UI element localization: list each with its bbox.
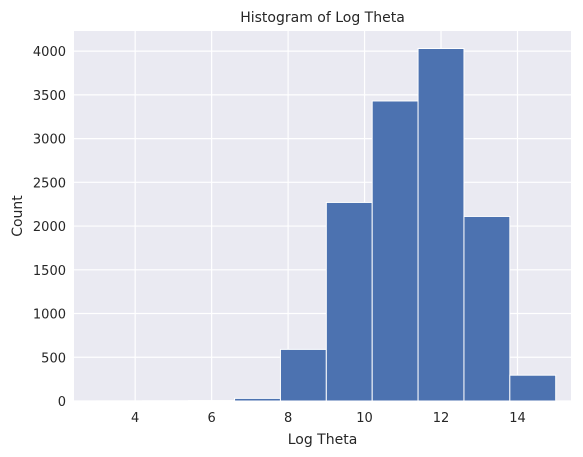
y-tick-label: 4000 — [33, 45, 66, 60]
y-tick-label: 0 — [58, 395, 66, 410]
y-tick-label: 1500 — [33, 264, 66, 279]
x-tick-label: 12 — [433, 411, 450, 426]
y-tick-label: 1000 — [33, 308, 66, 323]
x-tick-label: 8 — [284, 411, 292, 426]
x-tick-labels: 4 6 8 10 12 14 — [131, 411, 526, 426]
y-axis-label: Count — [10, 195, 26, 237]
histogram-bars — [96, 47, 557, 402]
x-tick-label: 10 — [356, 411, 373, 426]
x-tick-label: 6 — [207, 411, 215, 426]
y-tick-labels: 0 500 1000 1500 2000 2500 3000 3500 4000 — [33, 45, 66, 410]
y-tick-label: 3500 — [33, 89, 66, 104]
histogram-bar — [279, 348, 327, 402]
histogram-bar — [509, 374, 557, 402]
histogram-bar — [417, 47, 465, 402]
y-tick-label: 2000 — [33, 220, 66, 235]
chart-title: Histogram of Log Theta — [240, 10, 405, 26]
x-tick-label: 14 — [509, 411, 526, 426]
y-tick-label: 2500 — [33, 176, 66, 191]
histogram-bar — [325, 201, 373, 402]
y-tick-label: 500 — [41, 351, 66, 366]
histogram-bar — [463, 215, 511, 402]
x-tick-label: 4 — [131, 411, 139, 426]
histogram-bar — [234, 397, 281, 402]
y-tick-label: 3000 — [33, 133, 66, 148]
x-axis-label: Log Theta — [288, 432, 358, 448]
histogram-bar — [371, 100, 419, 402]
